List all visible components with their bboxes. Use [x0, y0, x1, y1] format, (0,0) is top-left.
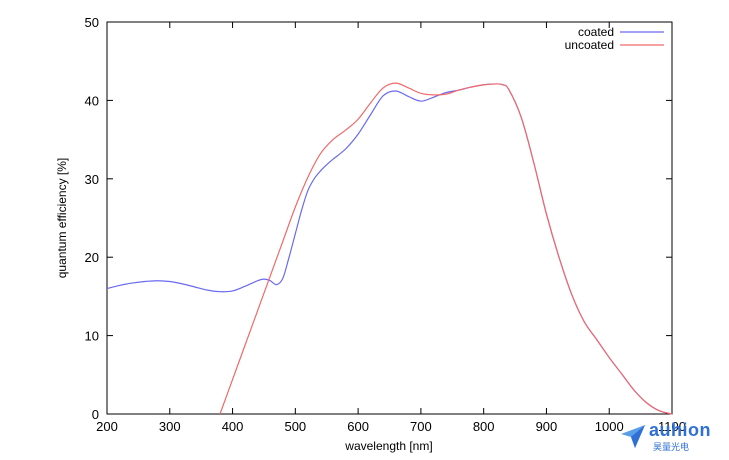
x-tick-label: 1000 [595, 419, 624, 434]
y-tick-label: 0 [92, 407, 99, 422]
series-line-coated [106, 83, 673, 415]
x-tick-label: 300 [159, 419, 181, 434]
x-tick-label: 800 [473, 419, 495, 434]
series-line-uncoated [219, 82, 673, 415]
y-axis-label: quantum efficiency [%] [55, 158, 69, 279]
x-tick-label: 500 [284, 419, 306, 434]
paper-plane-icon [621, 425, 645, 448]
y-tick-label: 40 [85, 93, 99, 108]
x-axis-label: wavelength [nm] [344, 439, 432, 453]
x-tick-label: 1100 [658, 419, 686, 434]
x-tick-label: 600 [347, 419, 369, 434]
y-tick-label: 50 [85, 15, 99, 30]
y-tick-label: 10 [85, 329, 99, 344]
y-tick-label: 20 [85, 250, 99, 265]
legend: coated uncoated [565, 25, 664, 52]
axis-ticks: 200 300 400 500 600 700 800 900 1000 1100 0 10 20 30 4… [85, 15, 686, 434]
x-tick-label: 400 [222, 419, 244, 434]
y-tick-label: 30 [85, 172, 99, 187]
watermark-logo: auhion 昊量光电 [619, 420, 719, 454]
legend-label-uncoated: uncoated [565, 38, 614, 52]
x-tick-label: 700 [410, 419, 432, 434]
x-tick-label: 200 [96, 419, 118, 434]
plot-frame [106, 21, 673, 415]
watermark-name: auhion [649, 420, 711, 440]
legend-label-coated: coated [578, 25, 614, 39]
series-layer [106, 82, 673, 415]
watermark-subtitle: 昊量光电 [653, 443, 690, 453]
x-tick-label: 900 [536, 419, 558, 434]
